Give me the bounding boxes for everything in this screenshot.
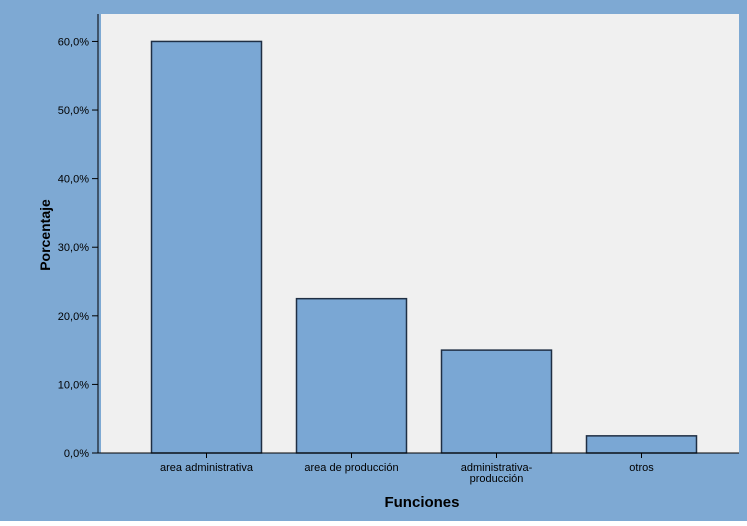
y-axis: 0,0% 10,0% 20,0% 30,0% 40,0% 50,0% 60,0%: [58, 14, 99, 460]
y-tick-label: 10,0%: [58, 379, 89, 391]
x-tick-label: otros: [629, 462, 654, 474]
bar-0: [150, 40, 263, 454]
bars-group: [150, 40, 698, 454]
y-tick-label: 20,0%: [58, 311, 89, 323]
y-tick-label: 0,0%: [64, 448, 89, 460]
y-tick-label: 50,0%: [58, 105, 89, 117]
x-axis-label: Funciones: [384, 494, 459, 511]
bar-3: [585, 435, 698, 454]
y-axis-label: Porcentaje: [37, 199, 53, 271]
bar-1: [295, 297, 408, 454]
x-tick-label: administrativa-producción: [461, 462, 533, 485]
bar-2: [440, 349, 553, 454]
y-tick-label: 30,0%: [58, 242, 89, 254]
x-tick-label: area de producción: [304, 462, 398, 474]
y-tick-label: 60,0%: [58, 36, 89, 48]
y-tick-label: 40,0%: [58, 174, 89, 186]
x-tick-label: area administrativa: [160, 462, 254, 474]
x-axis: area administrativa area de producción adm…: [98, 452, 739, 485]
